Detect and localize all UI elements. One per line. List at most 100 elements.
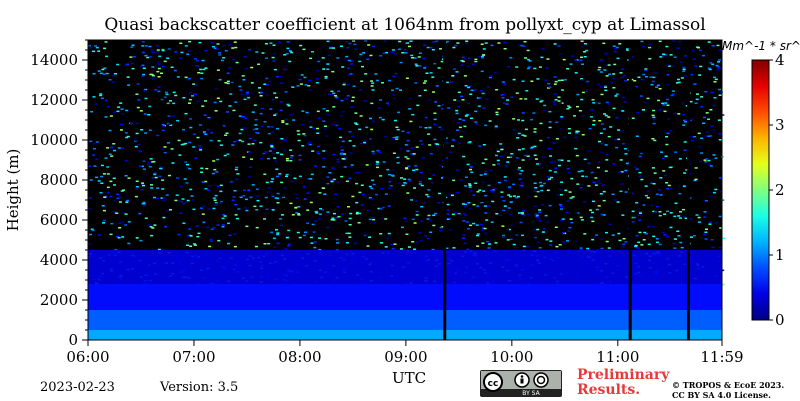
noise-speck [591,99,595,101]
noise-speck [386,102,390,104]
noise-speck [467,202,471,204]
noise-speck [315,212,319,214]
noise-speck [248,49,252,51]
noise-speck [506,161,510,163]
noise-speck [605,231,608,234]
noise-speck [693,179,697,182]
noise-speck [326,113,330,116]
noise-speck [539,181,543,184]
noise-speck [467,57,471,59]
noise-speck [581,91,585,94]
noise-speck [379,99,383,101]
noise-speck [608,73,611,75]
noise-speck [465,114,469,116]
noise-speck [395,87,399,90]
noise-speck [640,40,644,43]
noise-speck [276,175,279,178]
noise-speck [448,193,452,196]
noise-speck [120,108,124,110]
noise-speck [414,82,418,84]
noise-speck [267,126,271,128]
noise-speck [591,200,595,203]
noise-speck [673,112,677,115]
noise-speck [574,59,578,61]
noise-speck [600,93,604,96]
noise-speck [545,67,549,69]
noise-speck [640,244,644,246]
noise-speck [104,99,108,102]
noise-speck [567,105,571,107]
noise-speck [248,166,252,169]
noise-speck [554,167,558,169]
noise-speck [521,234,524,237]
noise-speck [697,132,701,135]
noise-speck [212,197,216,199]
noise-speck [279,75,283,78]
noise-speck [101,68,105,71]
noise-speck [111,81,115,83]
noise-speck [515,234,519,236]
noise-speck [344,220,348,222]
noise-speck [335,238,339,241]
noise-speck [684,217,688,220]
noise-speck [652,109,656,112]
noise-speck [583,43,587,45]
noise-speck [171,162,175,164]
noise-speck [500,196,504,198]
noise-speck [521,80,525,82]
noise-speck [415,168,419,171]
noise-speck [247,189,251,192]
noise-speck [521,134,525,136]
noise-speck [381,82,384,84]
x-tick-label: 07:00 [172,348,215,366]
noise-speck [317,117,321,119]
noise-speck [112,111,116,114]
noise-speck [610,81,614,84]
y-tick-label: 2000 [40,291,78,309]
noise-speck [589,209,593,211]
noise-speck [387,187,391,190]
noise-speck [316,127,319,130]
noise-speck [318,249,322,251]
noise-speck [161,148,165,151]
noise-speck [657,99,660,102]
noise-speck [431,248,435,251]
noise-speck [619,190,623,193]
noise-speck [289,149,293,151]
noise-speck [377,107,381,109]
noise-speck [571,55,575,57]
noise-speck [362,52,366,54]
noise-speck [97,50,101,52]
noise-speck [506,156,510,159]
noise-speck [480,57,484,59]
noise-speck [581,134,585,136]
noise-speck [192,146,196,148]
noise-speck [486,86,490,88]
noise-speck [272,60,276,62]
noise-speck [684,55,688,57]
noise-speck [503,176,507,178]
noise-speck [226,153,230,155]
noise-speck [502,200,506,202]
noise-speck [583,56,587,58]
noise-speck [707,135,711,137]
noise-speck [198,124,202,126]
noise-speck [285,175,288,178]
noise-speck [521,159,525,161]
noise-speck [336,57,340,59]
noise-speck [285,52,289,55]
noise-speck [646,197,650,199]
y-tick-label: 4000 [40,251,78,269]
noise-speck [707,159,711,162]
noise-speck [174,94,178,97]
noise-speck [428,126,432,129]
noise-speck [144,97,148,100]
noise-speck [135,180,139,182]
noise-speck [278,173,282,175]
version-label: Version: 3.5 [160,380,239,395]
noise-speck [637,214,641,216]
noise-speck [700,106,704,108]
noise-speck [351,135,355,138]
noise-speck [638,171,642,174]
noise-speck [391,247,395,250]
